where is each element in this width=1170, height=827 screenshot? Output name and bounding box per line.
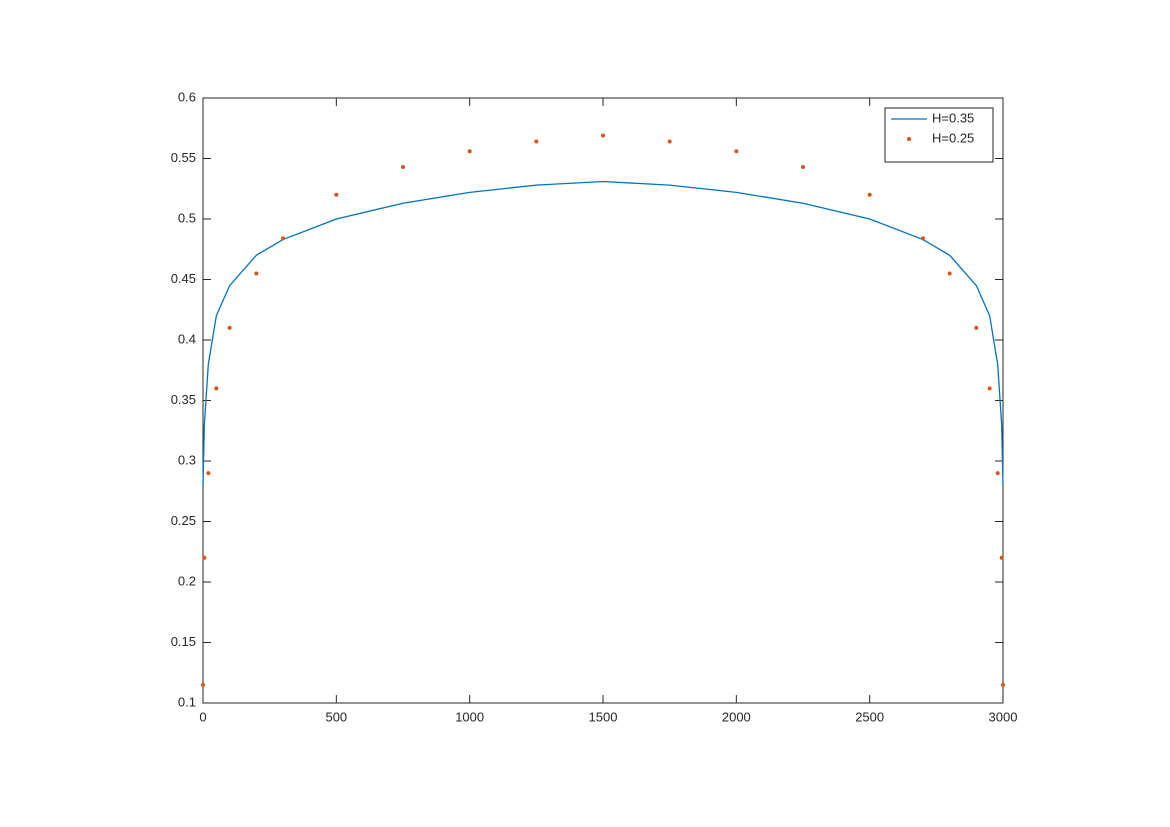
x-tick-label: 1500: [589, 709, 618, 724]
data-point: [534, 139, 539, 144]
data-point: [995, 471, 1000, 476]
series-line: [202, 180, 1004, 486]
data-point: [734, 149, 739, 154]
data-point: [947, 271, 952, 276]
x-tick-label: 1000: [455, 709, 484, 724]
x-tick-label: 3000: [989, 709, 1018, 724]
data-point: [206, 471, 211, 476]
y-tick-label: 0.3: [178, 452, 196, 467]
data-point: [974, 325, 979, 330]
y-tick-label: 0.2: [178, 573, 196, 588]
legend-marker: [907, 137, 911, 141]
y-tick-label: 0.5: [178, 210, 196, 225]
x-tick-label: 500: [325, 709, 347, 724]
y-tick-label: 0.35: [171, 392, 196, 407]
plot-area: [202, 97, 1004, 704]
data-point: [601, 133, 605, 138]
data-point: [334, 192, 339, 197]
data-point: [999, 555, 1004, 560]
x-tick-label: 0: [199, 709, 206, 724]
y-tick-label: 0.45: [171, 271, 196, 286]
data-point: [214, 386, 219, 391]
data-point: [227, 325, 232, 330]
data-point: [801, 164, 805, 169]
data-point: [867, 192, 872, 197]
x-tick-label: 2000: [722, 709, 751, 724]
data-point: [921, 236, 925, 241]
data-point: [1001, 682, 1005, 687]
data-point: [987, 386, 992, 391]
y-tick-label: 0.55: [171, 150, 196, 165]
y-tick-label: 0.25: [171, 513, 196, 528]
y-tick-label: 0.4: [178, 331, 196, 346]
data-point: [281, 236, 285, 241]
legend-label: H=0.25: [932, 130, 974, 145]
x-tick-label: 2500: [855, 709, 884, 724]
data-point: [201, 682, 205, 687]
data-point: [667, 139, 672, 144]
data-point: [254, 271, 259, 276]
legend-label: H=0.35: [932, 110, 974, 125]
data-point: [202, 555, 207, 560]
y-tick-label: 0.6: [178, 89, 196, 104]
y-tick-label: 0.1: [178, 694, 196, 709]
data-point: [401, 164, 405, 169]
y-tick-label: 0.15: [171, 634, 196, 649]
data-point: [467, 149, 472, 154]
legend-box: [884, 107, 994, 163]
